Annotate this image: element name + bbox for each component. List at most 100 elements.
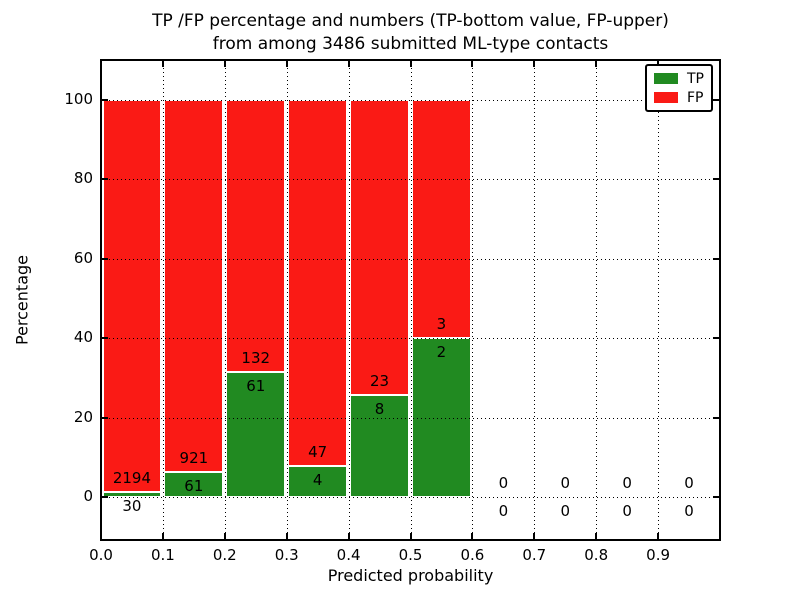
- x-tick-mark: [657, 60, 660, 67]
- x-tick-mark: [100, 533, 102, 540]
- x-tick-label: 0.4: [336, 546, 361, 564]
- x-tick-label: 0.5: [398, 546, 423, 564]
- bar-segment-tp: [350, 394, 409, 497]
- fp-count-label: 3: [436, 315, 447, 334]
- y-tick-mark: [101, 257, 108, 260]
- tp-count-label: 61: [246, 376, 266, 395]
- fp-count-label: 0: [560, 474, 571, 492]
- x-tick-label: 0.1: [150, 546, 175, 564]
- bar-segment-tp: [412, 338, 471, 497]
- y-tick-label: 40: [73, 328, 93, 347]
- vertical-gridline: [224, 60, 226, 540]
- x-tick-mark: [161, 60, 164, 67]
- y-tick-mark: [101, 99, 108, 101]
- fp-count-label: 2194: [112, 468, 152, 487]
- tp-count-label: 4: [312, 470, 323, 489]
- bar-segment-fp: [102, 100, 162, 492]
- y-tick-mark: [713, 337, 720, 340]
- x-tick-mark: [285, 533, 288, 540]
- y-tick-label: 100: [64, 90, 93, 108]
- y-tick-label: 80: [73, 169, 93, 188]
- x-axis-label: Predicted probability: [327, 566, 494, 585]
- x-tick-mark: [471, 60, 474, 67]
- x-tick-mark: [471, 533, 474, 540]
- vertical-gridline: [472, 60, 474, 540]
- y-tick-mark: [101, 416, 108, 419]
- fp-count-label: 23: [370, 371, 390, 390]
- x-tick-mark: [657, 533, 660, 540]
- fp-count-label: 0: [684, 474, 694, 492]
- tp-count-label: 30: [122, 496, 142, 515]
- bar-segment-tp: [226, 371, 286, 497]
- y-tick-mark: [101, 496, 108, 498]
- x-tick-label: 0.8: [584, 546, 609, 564]
- legend-swatch-fp-icon: [654, 92, 678, 103]
- chart-title: TP /FP percentage and numbers (TP-bottom…: [101, 10, 720, 56]
- x-tick-mark: [223, 60, 226, 67]
- vertical-gridline: [658, 60, 660, 540]
- x-tick-mark: [285, 60, 288, 67]
- bar-segment-tp: [288, 465, 348, 497]
- y-tick-mark: [101, 178, 108, 181]
- tp-count-label: 0: [498, 502, 509, 520]
- bar-segment-fp: [226, 100, 286, 372]
- plot-area: 2194 30 921 61 132 61 47 4 23 8 3 2 0 0 0 0 0 0 0 0 0.0 0.1 0.…: [64, 59, 721, 564]
- x-tick-mark: [409, 533, 412, 540]
- x-tick-mark: [409, 60, 412, 67]
- tp-count-label: 0: [684, 502, 694, 520]
- vertical-gridline: [596, 60, 598, 540]
- y-tick-mark: [713, 99, 720, 101]
- tp-count-label: 0: [560, 502, 571, 520]
- fp-count-label: 921: [179, 449, 209, 468]
- x-tick-mark: [223, 533, 226, 540]
- fp-count-label: 47: [308, 442, 328, 461]
- horizontal-gridline: [101, 338, 720, 340]
- y-tick-mark: [713, 496, 720, 498]
- x-tick-mark: [347, 60, 350, 67]
- fp-count-label: 0: [622, 474, 632, 492]
- legend-item-fp: FP: [654, 91, 704, 105]
- tp-count-label: 0: [622, 502, 632, 520]
- y-tick-mark: [101, 337, 108, 340]
- y-tick-label: 60: [73, 248, 93, 267]
- x-tick-mark: [595, 60, 598, 67]
- horizontal-gridline: [101, 417, 720, 419]
- y-tick-label: 0: [83, 487, 93, 505]
- bar-segment-fp: [350, 100, 409, 395]
- vertical-gridline: [534, 60, 536, 540]
- x-tick-mark: [533, 60, 536, 67]
- y-tick-mark: [713, 416, 720, 419]
- left-axis-spine: [100, 59, 102, 541]
- tp-count-label: 8: [374, 399, 385, 418]
- x-tick-mark: [595, 533, 598, 540]
- legend-swatch-tp-icon: [654, 73, 678, 84]
- vertical-gridline: [286, 60, 288, 540]
- chart-title-line2: from among 3486 submitted ML-type contac…: [212, 34, 609, 54]
- y-tick-mark: [713, 257, 720, 260]
- x-tick-mark: [100, 60, 102, 67]
- legend-label-tp: TP: [687, 70, 704, 87]
- fp-count-label: 132: [241, 348, 271, 367]
- x-tick-label: 0.0: [89, 546, 113, 564]
- legend-item-tp: TP: [654, 72, 704, 86]
- right-axis-spine: [719, 59, 721, 541]
- vertical-gridline: [162, 60, 164, 540]
- x-tick-label: 0.3: [274, 546, 299, 564]
- y-axis-label: Percentage: [12, 254, 32, 346]
- y-tick-label: 20: [73, 407, 93, 426]
- x-tick-mark: [533, 533, 536, 540]
- horizontal-gridline: [101, 100, 720, 101]
- bar-segment-fp: [412, 100, 471, 339]
- vertical-gridline: [348, 60, 350, 540]
- vertical-gridline: [410, 60, 412, 540]
- x-tick-mark: [347, 533, 350, 540]
- legend: TP FP: [645, 64, 713, 112]
- x-tick-label: 0.9: [646, 546, 671, 564]
- horizontal-gridline: [101, 258, 720, 260]
- fp-count-label: 0: [498, 474, 509, 492]
- bar-segment-tp: [164, 472, 224, 497]
- chart-title-line1: TP /FP percentage and numbers (TP-bottom…: [152, 11, 669, 31]
- bar-segment-tp: [102, 491, 162, 497]
- bar-segment-fp: [164, 100, 224, 473]
